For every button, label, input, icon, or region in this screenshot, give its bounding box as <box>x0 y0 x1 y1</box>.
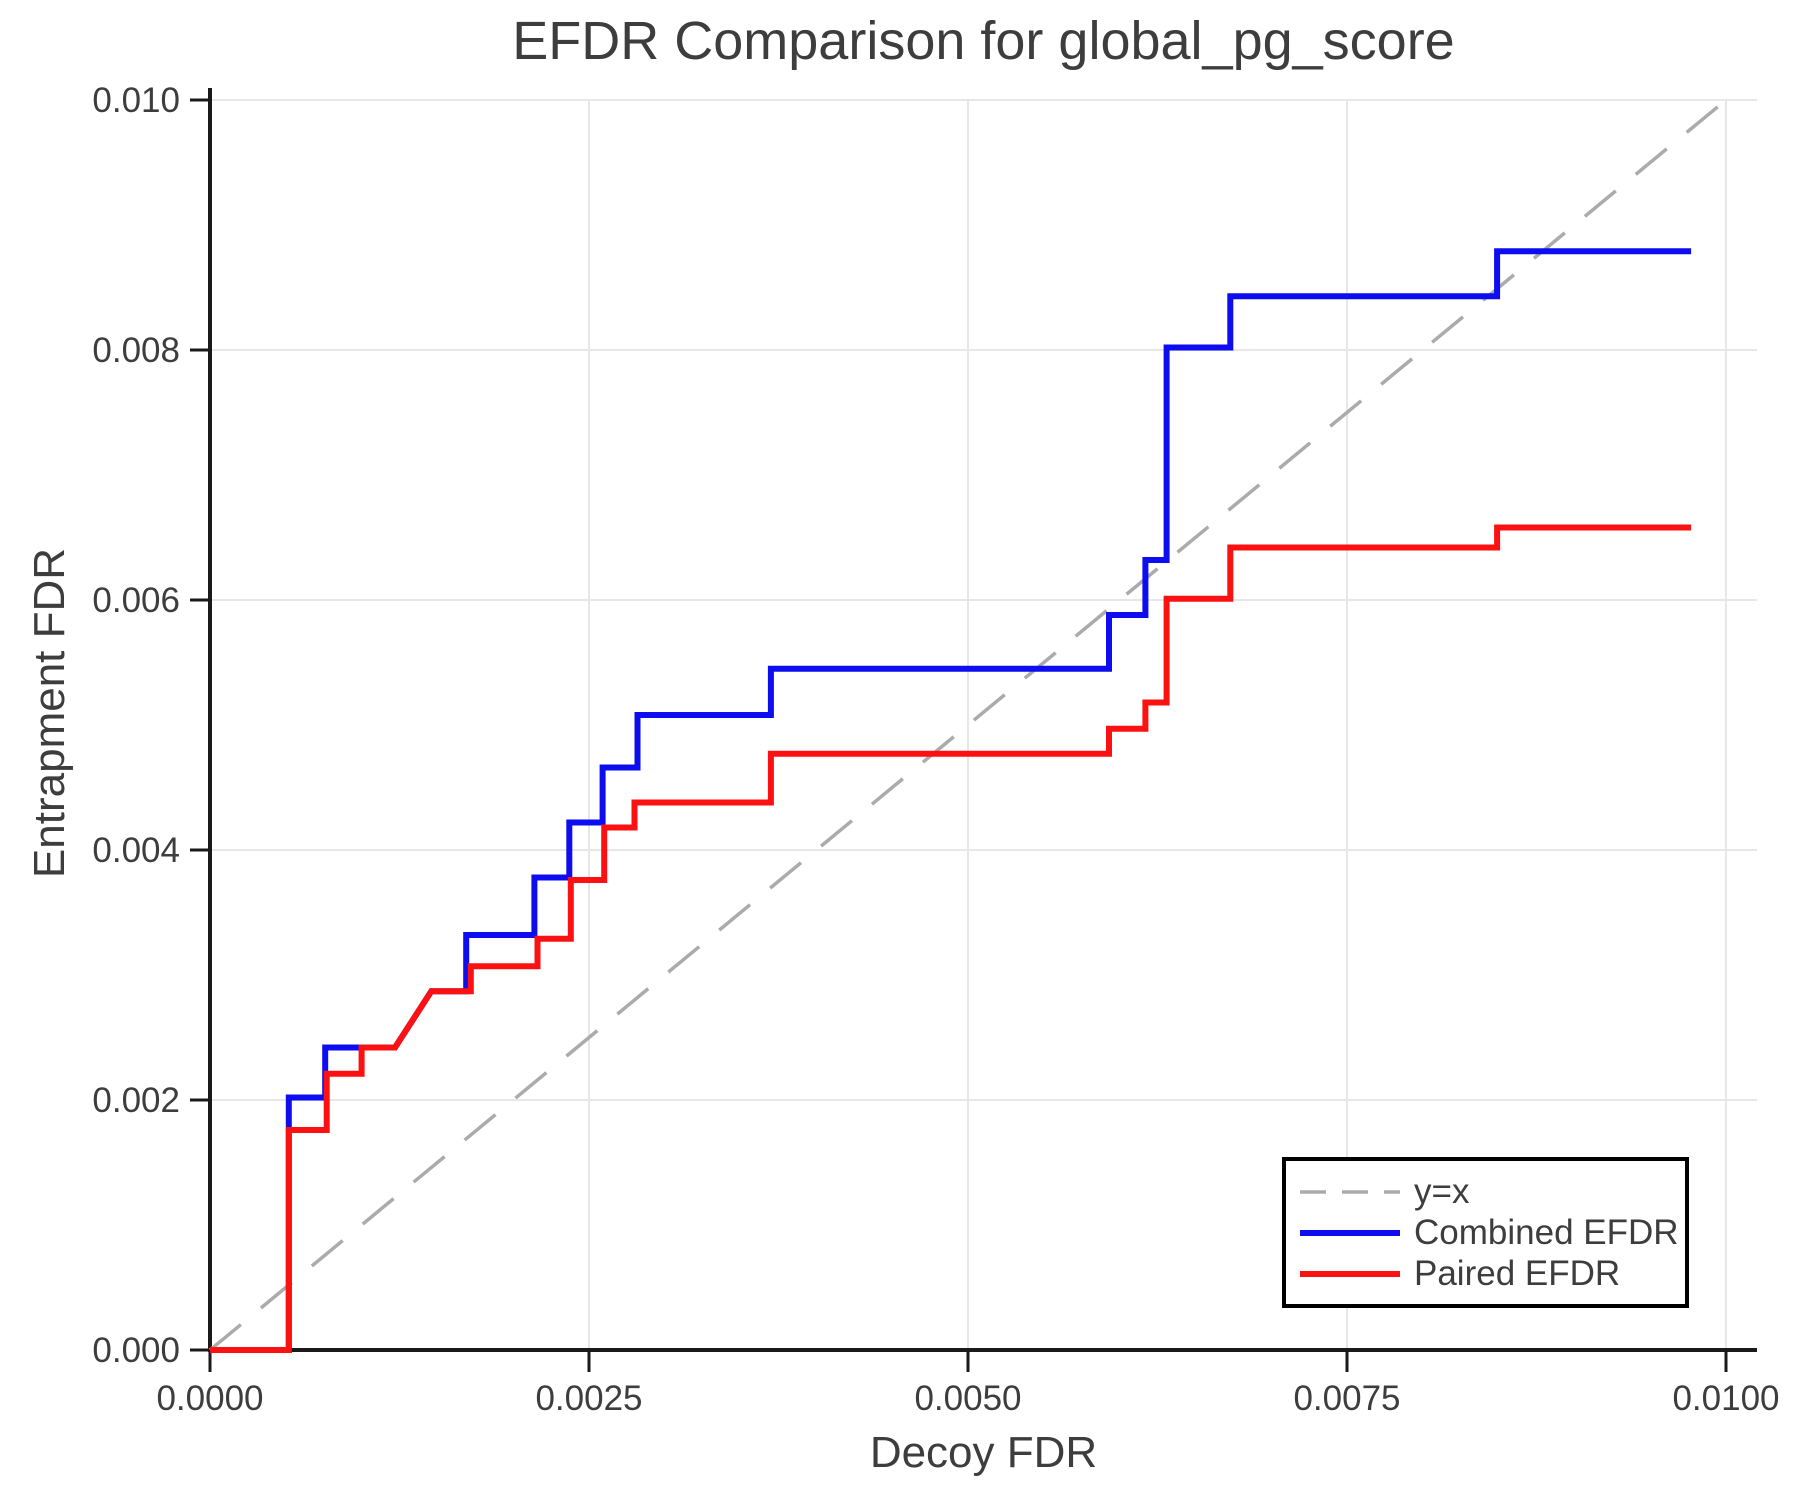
legend-label: y=x <box>1414 1172 1470 1211</box>
chart-title: EFDR Comparison for global_pg_score <box>512 11 1455 71</box>
legend-item-paired-efdr: Paired EFDR <box>1300 1255 1685 1293</box>
legend-item-combined-efdr: Combined EFDR <box>1300 1214 1685 1252</box>
x-tick-label: 0.0075 <box>1293 1379 1400 1418</box>
x-tick-label: 0.0025 <box>535 1379 642 1418</box>
legend-label: Paired EFDR <box>1414 1254 1621 1293</box>
y-axis-title: Entrapment FDR <box>25 547 74 879</box>
x-tick-label: 0.0100 <box>1672 1379 1779 1418</box>
x-tick-label: 0.0050 <box>914 1379 1021 1418</box>
dashed-line-icon <box>1300 1189 1400 1194</box>
y-tick-label: 0.002 <box>92 1081 180 1120</box>
y-tick-label: 0.010 <box>92 81 180 120</box>
y-tick-label: 0.000 <box>92 1331 180 1370</box>
y-tick-label: 0.004 <box>92 831 180 870</box>
x-tick-label: 0.0000 <box>156 1379 263 1418</box>
y-tick-label: 0.008 <box>92 331 180 370</box>
x-axis-title: Decoy FDR <box>869 1428 1098 1477</box>
legend: y=x Combined EFDR Paired EFDR <box>1282 1157 1689 1308</box>
y-tick-label: 0.006 <box>92 581 180 620</box>
red-line-icon <box>1300 1270 1400 1277</box>
blue-line-icon <box>1300 1229 1400 1236</box>
series-line-paired-efdr <box>210 524 1692 1353</box>
legend-label: Combined EFDR <box>1414 1213 1679 1252</box>
legend-item-y-equals-x: y=x <box>1300 1173 1685 1211</box>
